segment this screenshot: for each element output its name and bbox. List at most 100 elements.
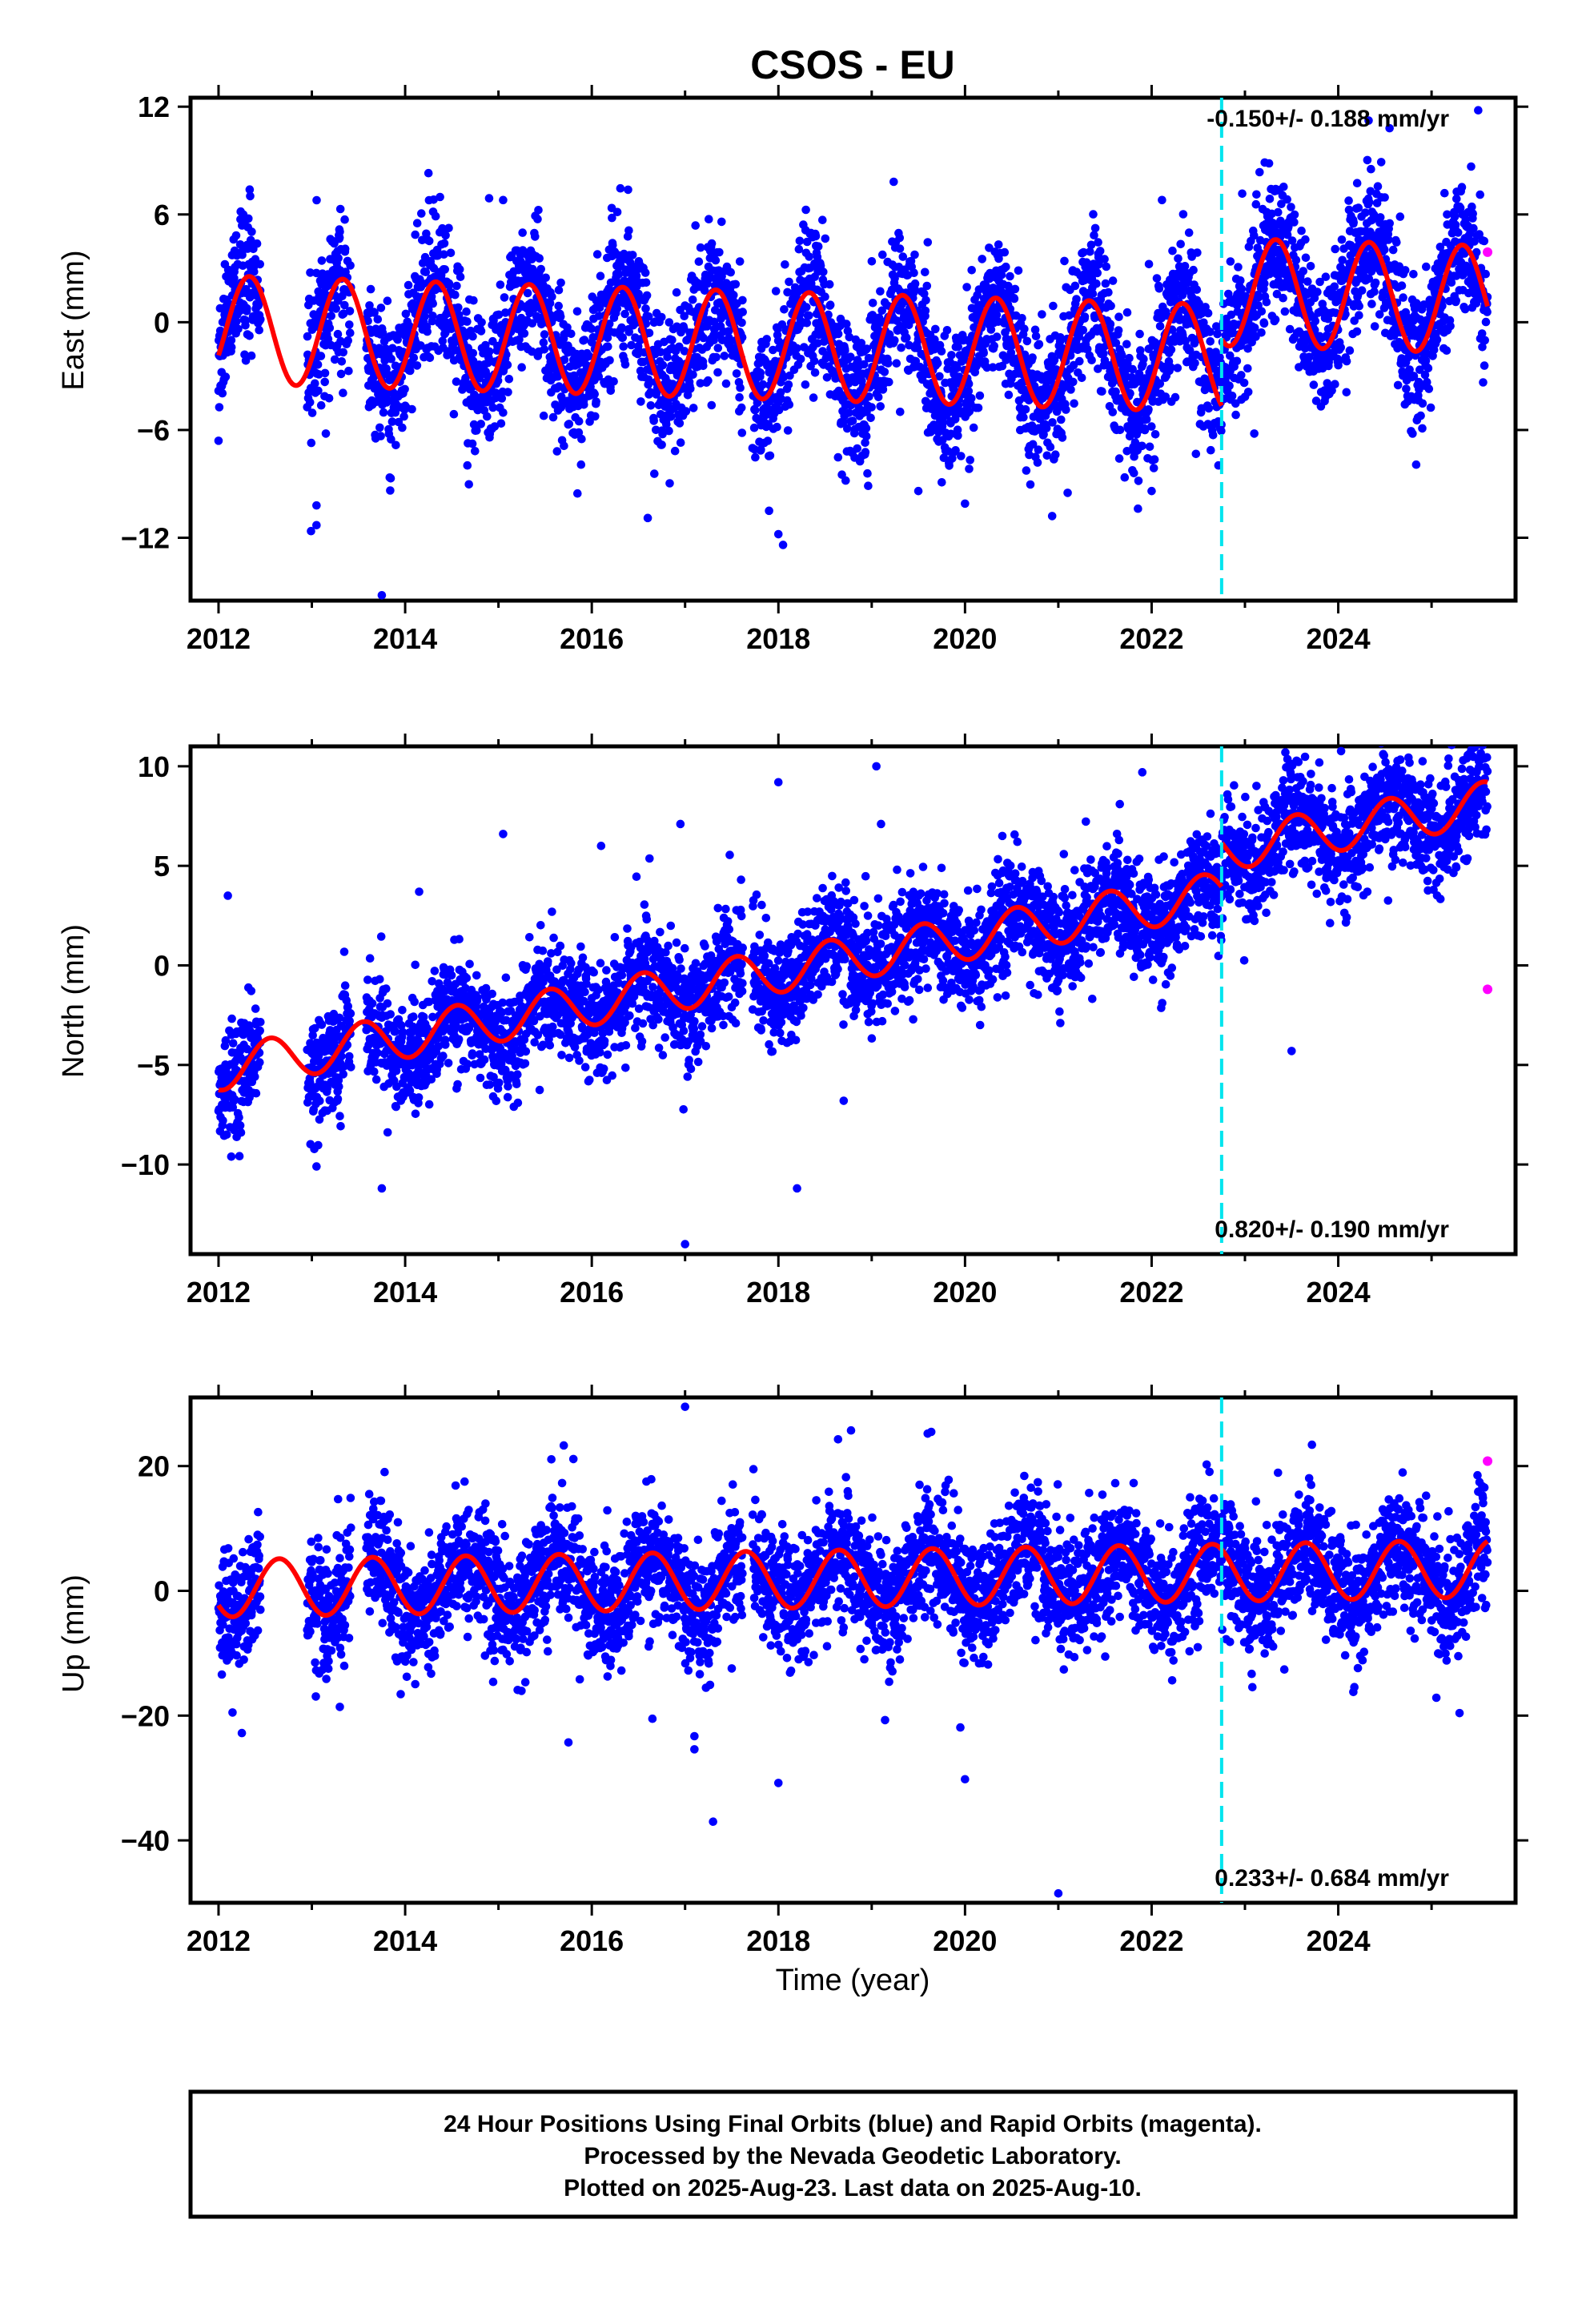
east-data-point bbox=[449, 339, 458, 348]
east-data-point bbox=[890, 336, 899, 345]
east-data-point bbox=[819, 267, 828, 276]
east-data-point bbox=[801, 205, 810, 215]
east-data-point bbox=[765, 451, 775, 460]
east-data-point bbox=[591, 412, 600, 421]
east-data-point bbox=[821, 292, 829, 301]
east-data-point bbox=[1388, 245, 1398, 255]
east-data-point bbox=[596, 271, 605, 281]
east-data-point bbox=[675, 419, 685, 428]
east-data-point bbox=[1049, 301, 1058, 311]
east-data-point bbox=[605, 356, 614, 365]
east-data-point bbox=[1130, 468, 1138, 478]
east-data-point bbox=[1422, 262, 1431, 271]
east-data-point bbox=[729, 291, 738, 300]
east-data-point bbox=[1010, 294, 1019, 304]
east-data-point bbox=[335, 233, 344, 243]
east-data-point bbox=[1483, 308, 1492, 316]
east-data-point bbox=[1280, 307, 1290, 316]
east-data-point bbox=[1450, 212, 1460, 221]
east-data-point bbox=[305, 398, 315, 407]
east-data-point bbox=[1380, 193, 1389, 202]
east-data-point bbox=[1057, 415, 1066, 424]
east-data-point bbox=[1060, 256, 1069, 266]
east-outlier-point bbox=[961, 499, 970, 509]
east-data-point bbox=[620, 360, 630, 369]
east-data-point bbox=[845, 408, 853, 417]
east-data-point bbox=[1031, 332, 1041, 341]
east-data-point bbox=[316, 400, 326, 410]
east-data-point bbox=[699, 333, 708, 343]
east-data-point bbox=[1204, 404, 1214, 413]
east-data-point bbox=[1301, 235, 1310, 244]
east-data-point bbox=[1291, 255, 1301, 265]
east-data-point bbox=[833, 329, 843, 339]
east-data-point bbox=[665, 479, 674, 488]
east-data-point bbox=[545, 299, 555, 308]
east-data-point bbox=[933, 359, 942, 368]
east-data-point bbox=[689, 370, 697, 380]
east-data-point bbox=[650, 469, 659, 478]
east-data-point bbox=[324, 394, 334, 403]
east-data-point bbox=[721, 379, 731, 388]
east-data-point bbox=[425, 353, 435, 363]
east-data-point bbox=[1022, 336, 1032, 346]
east-data-point bbox=[1452, 296, 1460, 305]
east-data-point bbox=[241, 356, 251, 365]
east-data-point bbox=[1274, 207, 1283, 217]
east-data-point bbox=[620, 309, 629, 319]
east-data-point bbox=[1331, 380, 1339, 389]
east-data-point bbox=[1481, 269, 1490, 279]
east-data-point bbox=[884, 359, 893, 368]
north-x-tick-label: 2022 bbox=[1119, 1276, 1183, 1309]
east-data-point bbox=[1397, 281, 1407, 291]
east-data-point bbox=[833, 452, 843, 462]
east-outlier-point bbox=[1147, 486, 1156, 496]
north-data-point bbox=[235, 1152, 244, 1160]
east-data-point bbox=[921, 306, 930, 316]
east-data-point bbox=[666, 412, 676, 421]
east-data-point bbox=[910, 279, 920, 288]
east-data-point bbox=[1026, 480, 1035, 489]
east-data-point bbox=[594, 372, 604, 381]
east-data-point bbox=[1467, 162, 1476, 171]
east-data-point bbox=[1299, 267, 1308, 275]
east-data-point bbox=[584, 352, 594, 361]
east-panel: 2012 2014 2016 2018 2020 2022 2024−12−60612Eas… bbox=[57, 85, 1528, 655]
east-data-point bbox=[1257, 328, 1266, 337]
east-data-point bbox=[738, 296, 747, 305]
east-data-point bbox=[1203, 308, 1213, 318]
east-data-point bbox=[1395, 212, 1405, 221]
east-data-point bbox=[967, 266, 976, 275]
east-data-point bbox=[1331, 244, 1339, 254]
east-data-point bbox=[553, 372, 562, 381]
east-data-point bbox=[376, 304, 386, 312]
east-data-point bbox=[472, 426, 481, 435]
east-data-point bbox=[400, 384, 409, 394]
east-data-point bbox=[861, 448, 870, 456]
east-data-point bbox=[966, 456, 974, 464]
east-data-point bbox=[1075, 356, 1084, 366]
north-data-point bbox=[336, 1122, 345, 1131]
east-data-point bbox=[1142, 415, 1151, 424]
east-data-point bbox=[504, 388, 512, 396]
east-data-point bbox=[1144, 259, 1154, 269]
east-data-point bbox=[1095, 247, 1105, 255]
north-data-point bbox=[251, 1088, 261, 1098]
east-data-point bbox=[383, 296, 392, 306]
east-data-point bbox=[707, 400, 717, 410]
east-data-point bbox=[665, 426, 673, 436]
east-data-point bbox=[902, 333, 911, 343]
east-data-point bbox=[1066, 385, 1075, 394]
east-data-point bbox=[227, 343, 236, 352]
east-data-point bbox=[867, 403, 876, 412]
east-data-point bbox=[619, 342, 628, 352]
east-data-point bbox=[861, 438, 869, 448]
east-data-point bbox=[221, 372, 231, 381]
east-data-point bbox=[758, 380, 768, 389]
east-data-point bbox=[316, 352, 326, 360]
east-y-tick-label: 12 bbox=[138, 90, 170, 123]
east-data-point bbox=[1006, 271, 1014, 281]
east-data-point bbox=[1342, 356, 1351, 366]
east-data-point bbox=[1106, 301, 1115, 311]
east-outlier-point bbox=[1250, 429, 1259, 438]
